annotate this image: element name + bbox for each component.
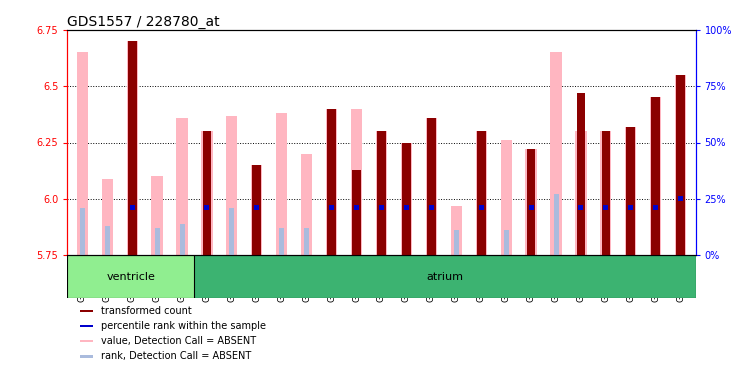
Text: rank, Detection Call = ABSENT: rank, Detection Call = ABSENT	[101, 351, 251, 361]
Bar	[126, 41, 138, 255]
Bar	[204, 208, 209, 255]
Bar	[554, 194, 559, 255]
Bar	[678, 199, 683, 255]
Bar	[180, 224, 185, 255]
Bar	[500, 140, 512, 255]
Bar	[625, 127, 637, 255]
Bar	[204, 205, 209, 210]
Bar	[375, 131, 387, 255]
Bar	[551, 53, 562, 255]
Bar	[600, 131, 611, 255]
Bar	[129, 208, 135, 255]
Bar	[404, 208, 409, 255]
Bar	[329, 205, 334, 210]
Bar	[252, 165, 261, 255]
Bar	[578, 208, 583, 255]
Bar	[354, 205, 359, 210]
Bar	[102, 178, 113, 255]
Bar	[429, 205, 434, 210]
Bar	[67, 255, 194, 298]
Bar	[604, 205, 608, 210]
Text: transformed count: transformed count	[101, 306, 191, 316]
Bar	[279, 228, 284, 255]
Bar	[377, 131, 386, 255]
Bar	[675, 75, 686, 255]
Bar	[80, 325, 93, 327]
Bar	[76, 53, 88, 255]
Bar	[80, 355, 93, 358]
Bar	[479, 205, 484, 210]
Bar	[351, 109, 362, 255]
Bar	[251, 165, 263, 255]
Bar	[601, 131, 610, 255]
Bar	[402, 142, 411, 255]
Bar	[653, 205, 658, 210]
Bar	[80, 208, 85, 255]
Bar	[626, 127, 635, 255]
Bar	[653, 208, 658, 255]
Bar	[105, 226, 110, 255]
Text: value, Detection Call = ABSENT: value, Detection Call = ABSENT	[101, 336, 256, 346]
Bar	[454, 230, 459, 255]
Bar	[301, 154, 312, 255]
Bar	[80, 340, 93, 342]
Bar	[226, 116, 237, 255]
Bar	[678, 196, 683, 201]
Bar	[177, 118, 188, 255]
Bar	[578, 205, 583, 210]
Bar	[151, 176, 162, 255]
Bar	[527, 149, 536, 255]
Bar	[194, 255, 696, 298]
Bar	[604, 230, 608, 255]
Bar	[529, 208, 533, 255]
Bar	[628, 208, 634, 255]
Bar	[352, 170, 361, 255]
Bar	[628, 205, 634, 210]
Bar	[404, 205, 409, 210]
Bar	[529, 205, 533, 210]
Bar	[155, 228, 159, 255]
Bar	[429, 208, 434, 255]
Bar	[327, 109, 336, 255]
Bar	[525, 149, 536, 255]
Bar	[203, 131, 211, 255]
Bar	[676, 75, 685, 255]
Bar	[276, 113, 287, 255]
Bar	[354, 208, 359, 255]
Bar	[254, 230, 260, 255]
Bar	[129, 205, 135, 210]
Bar	[304, 228, 309, 255]
Bar	[254, 205, 260, 210]
Bar	[427, 118, 435, 255]
Bar	[503, 230, 509, 255]
Text: ventricle: ventricle	[106, 272, 156, 282]
Text: percentile rank within the sample: percentile rank within the sample	[101, 321, 266, 331]
Bar	[201, 131, 212, 255]
Bar	[329, 208, 334, 255]
Bar	[450, 206, 462, 255]
Bar	[379, 208, 384, 255]
Bar	[401, 142, 412, 255]
Text: GDS1557 / 228780_at: GDS1557 / 228780_at	[67, 15, 220, 29]
Bar	[575, 131, 586, 255]
Bar	[379, 205, 384, 210]
Bar	[476, 131, 485, 255]
Bar	[476, 131, 487, 255]
Bar	[652, 98, 660, 255]
Bar	[426, 118, 437, 255]
Bar	[577, 93, 585, 255]
Text: atrium: atrium	[426, 272, 464, 282]
Bar	[650, 98, 661, 255]
Bar	[326, 109, 337, 255]
Bar	[128, 41, 136, 255]
Bar	[479, 208, 484, 255]
Bar	[230, 208, 234, 255]
Bar	[80, 309, 93, 312]
